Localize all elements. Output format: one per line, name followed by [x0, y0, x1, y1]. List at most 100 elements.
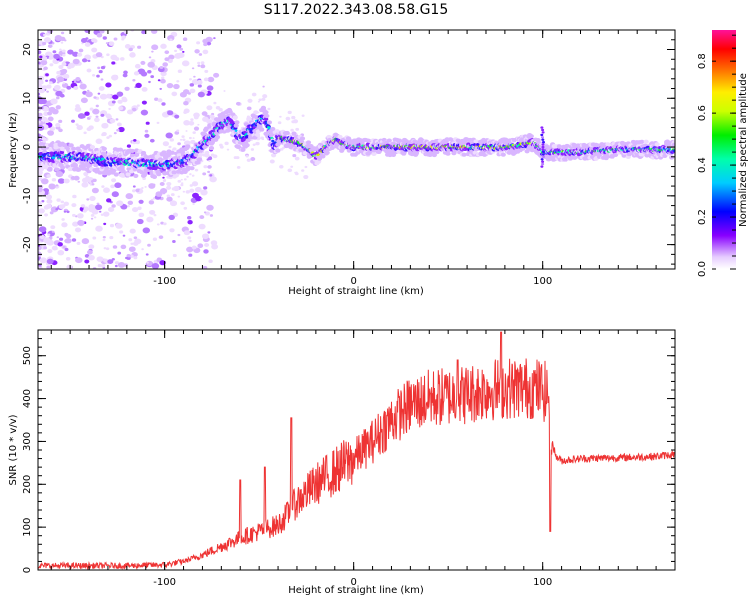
spectrogram-point — [45, 73, 49, 77]
spectrogram-point — [88, 255, 95, 261]
spectrogram-point — [201, 111, 208, 116]
spectrogram-point — [541, 143, 545, 146]
spectrogram-point — [56, 236, 60, 239]
spectrogram-point — [58, 64, 64, 70]
spectrogram-point — [144, 129, 149, 133]
colorbar-tick-label: 0.6 — [697, 105, 708, 121]
spectrogram-point — [540, 126, 544, 129]
spectrogram-point — [112, 94, 119, 100]
spectrogram-point — [596, 153, 603, 158]
spectrogram-point — [210, 153, 215, 157]
spectrogram-point — [67, 49, 74, 55]
spectrogram-point — [225, 128, 231, 133]
spectrogram-point — [51, 245, 58, 251]
spectrogram-point — [197, 84, 202, 88]
spectrogram-point — [113, 131, 117, 135]
spectrogram-point — [42, 41, 47, 46]
spectrogram-point — [236, 165, 241, 169]
spectrogram-point — [46, 258, 54, 265]
spectrogram-point — [541, 131, 545, 134]
spectrogram-point — [163, 222, 167, 226]
spectrogram-point — [211, 112, 215, 116]
spectrogram-point — [43, 205, 50, 210]
spectrogram-point — [233, 156, 238, 160]
spectrogram-y-tick-label: 20 — [22, 43, 33, 56]
spectrogram-x-tick-label: -100 — [153, 276, 176, 287]
spectrogram-point — [197, 157, 203, 162]
spectrogram-point — [101, 122, 109, 129]
spectrogram-point — [57, 242, 63, 247]
spectrogram-point — [160, 43, 167, 49]
spectrogram-point — [109, 118, 116, 124]
spectrogram-point — [111, 204, 116, 208]
spectrogram-point — [61, 62, 67, 67]
spectrogram-point — [128, 238, 133, 242]
spectrogram-point — [108, 107, 111, 110]
spectrogram-point — [141, 100, 147, 105]
spectrogram-point — [139, 189, 143, 193]
spectrogram-point — [126, 109, 134, 115]
spectrogram-point — [49, 211, 54, 215]
spectrogram-point — [259, 127, 265, 132]
spectrogram-point — [148, 56, 152, 59]
spectrogram-point — [102, 211, 110, 217]
spectrogram-point — [150, 198, 154, 201]
spectrogram-point — [127, 200, 134, 205]
spectrogram-point — [133, 139, 137, 142]
spectrogram-point — [88, 115, 92, 118]
spectrogram-point — [179, 91, 187, 98]
spectrogram-point — [109, 235, 114, 240]
spectrogram-point — [179, 138, 183, 141]
spectrogram-point — [473, 139, 479, 144]
spectrogram-point — [130, 242, 134, 246]
spectrogram-point — [141, 30, 147, 35]
spectrogram-point — [38, 226, 47, 233]
snr-y-tick-label: 300 — [22, 432, 33, 451]
spectrogram-point — [89, 195, 96, 201]
spectrogram-point — [41, 137, 47, 142]
spectrogram-point — [187, 220, 193, 225]
spectrogram-point — [126, 45, 131, 48]
spectrogram-point — [64, 232, 69, 237]
spectrogram-point — [213, 37, 216, 40]
spectrogram-point — [179, 47, 184, 51]
spectrogram-point — [129, 169, 135, 174]
spectrogram-point — [159, 188, 168, 194]
spectrogram-point — [98, 210, 102, 213]
spectrogram-point — [535, 138, 541, 143]
spectrogram-point — [48, 56, 53, 60]
spectrogram-point — [204, 153, 210, 158]
spectrogram-point — [151, 30, 158, 34]
spectrogram-point — [101, 146, 107, 151]
spectrogram-point — [97, 92, 101, 95]
spectrogram-point — [202, 38, 209, 44]
spectrogram-point — [51, 108, 59, 115]
spectrogram-point — [67, 167, 73, 172]
spectrogram-point — [160, 76, 165, 80]
snr-y-tick-label: 100 — [22, 518, 33, 537]
spectrogram-point — [171, 187, 176, 191]
spectrogram-point — [189, 166, 195, 171]
spectrogram-point — [253, 110, 259, 115]
spectrogram-point — [150, 75, 155, 79]
spectrogram-point — [149, 209, 156, 215]
spectrogram-point — [207, 170, 211, 174]
spectrogram-point — [81, 238, 90, 245]
spectrogram-point — [43, 33, 46, 37]
spectrogram-point — [167, 110, 174, 116]
spectrogram-point — [147, 243, 151, 247]
spectrogram-point — [116, 128, 120, 132]
spectrogram-point — [114, 57, 120, 61]
spectrogram-point — [72, 194, 77, 199]
spectrogram-point — [71, 119, 75, 123]
spectrogram-point — [209, 174, 213, 177]
spectrogram-point — [111, 168, 117, 173]
colorbar-ticks: 0.0 0.2 0.4 0.6 0.8 — [697, 34, 736, 277]
spectrogram-point — [114, 182, 122, 189]
spectrogram-point — [55, 90, 63, 97]
spectrogram-point — [191, 67, 195, 70]
spectrogram-point — [114, 261, 120, 265]
colorbar: 0.0 0.2 0.4 0.6 0.8 Normalized spectral ampl… — [697, 30, 749, 277]
spectrogram-point — [240, 147, 246, 152]
